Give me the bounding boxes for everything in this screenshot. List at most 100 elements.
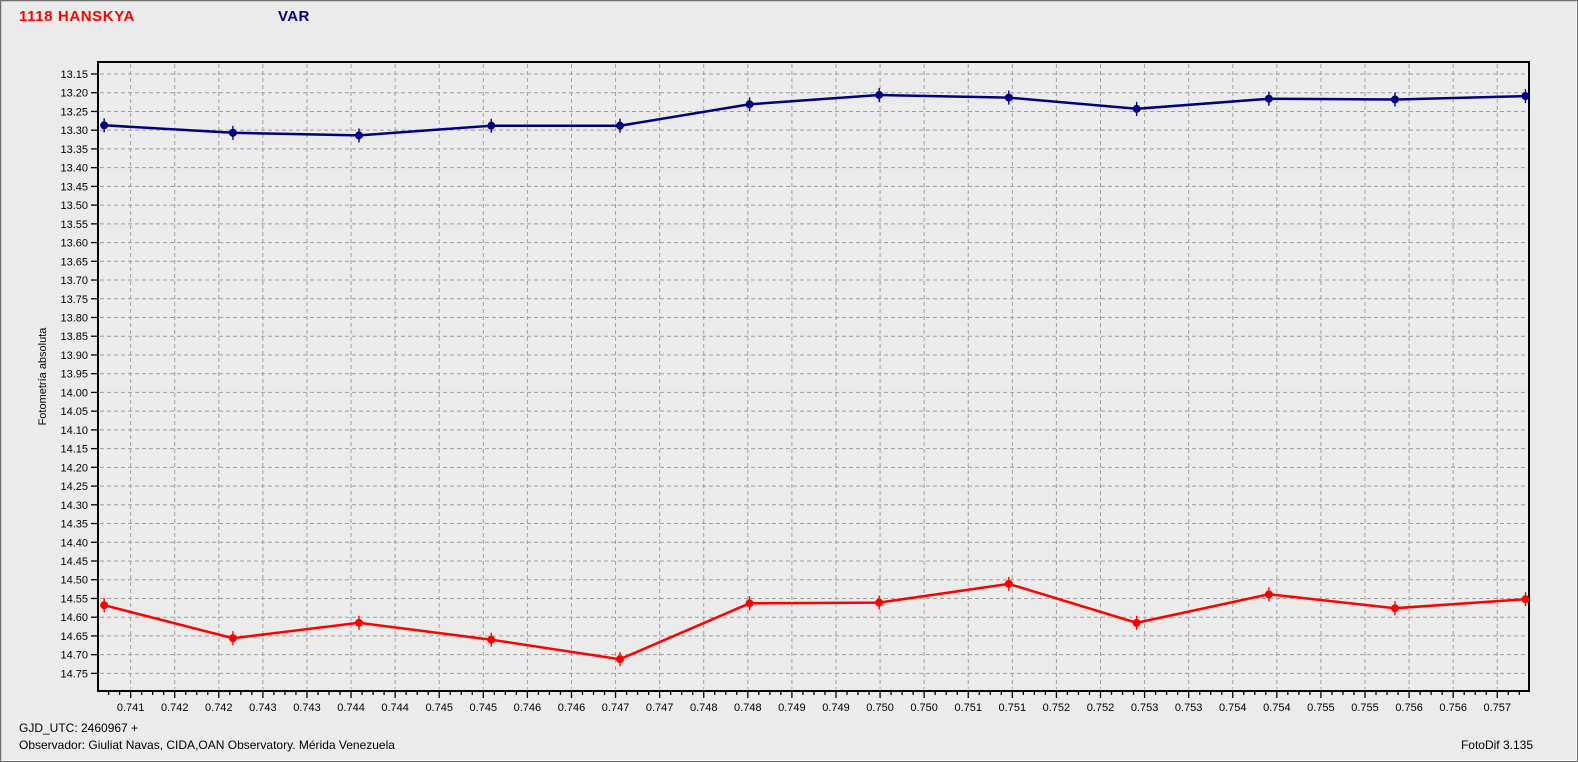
plot-frame <box>97 61 1530 692</box>
data-point[interactable] <box>875 90 884 99</box>
svg-text:14.05: 14.05 <box>60 406 88 418</box>
data-point[interactable] <box>615 655 624 664</box>
svg-text:0.741: 0.741 <box>117 702 145 714</box>
svg-text:0.749: 0.749 <box>822 702 850 714</box>
svg-text:0.745: 0.745 <box>470 702 498 714</box>
x-tick-labels: 0.741 0.742 0.742 0.743 0.743 0.744 0.744 0.745… <box>117 702 1511 714</box>
data-point[interactable] <box>487 121 496 130</box>
svg-text:0.755: 0.755 <box>1351 702 1379 714</box>
svg-text:0.747: 0.747 <box>646 702 674 714</box>
svg-text:0.742: 0.742 <box>205 702 233 714</box>
svg-text:13.45: 13.45 <box>60 181 88 193</box>
svg-text:13.55: 13.55 <box>60 219 88 231</box>
svg-text:0.743: 0.743 <box>249 702 277 714</box>
svg-text:0.752: 0.752 <box>1043 702 1071 714</box>
data-point[interactable] <box>1521 595 1530 604</box>
data-point[interactable] <box>615 121 624 130</box>
svg-text:13.20: 13.20 <box>60 88 88 100</box>
series-title: VAR <box>278 8 310 25</box>
data-point[interactable] <box>228 634 237 643</box>
svg-text:0.749: 0.749 <box>778 702 806 714</box>
svg-text:0.746: 0.746 <box>514 702 542 714</box>
series-line-1 <box>104 93 1526 137</box>
svg-text:13.95: 13.95 <box>60 369 88 381</box>
svg-text:0.742: 0.742 <box>161 702 189 714</box>
series-markers-0 <box>100 576 1530 667</box>
svg-text:13.30: 13.30 <box>60 125 88 137</box>
svg-text:0.751: 0.751 <box>954 702 982 714</box>
svg-text:0.756: 0.756 <box>1439 702 1467 714</box>
svg-text:0.747: 0.747 <box>602 702 630 714</box>
svg-text:0.746: 0.746 <box>558 702 586 714</box>
data-point[interactable] <box>228 128 237 137</box>
axis-ticks <box>91 73 1520 698</box>
data-point[interactable] <box>1390 604 1399 613</box>
svg-text:14.65: 14.65 <box>60 631 88 643</box>
svg-text:0.745: 0.745 <box>425 702 453 714</box>
data-point[interactable] <box>1390 95 1399 104</box>
series-line-0 <box>103 582 1526 661</box>
svg-text:14.25: 14.25 <box>60 481 88 493</box>
svg-text:0.744: 0.744 <box>381 702 409 714</box>
svg-text:0.754: 0.754 <box>1263 702 1291 714</box>
svg-text:13.85: 13.85 <box>60 331 88 343</box>
data-point[interactable] <box>1521 92 1530 101</box>
svg-text:14.30: 14.30 <box>60 500 88 512</box>
gjd-utc-label: GJD_UTC: 2460967 + <box>19 721 139 735</box>
data-point[interactable] <box>1004 93 1013 102</box>
svg-text:0.753: 0.753 <box>1175 702 1203 714</box>
data-point[interactable] <box>745 100 754 109</box>
svg-text:14.15: 14.15 <box>60 444 88 456</box>
object-title: 1118 HANSKYA <box>19 8 135 25</box>
data-point[interactable] <box>100 121 109 130</box>
svg-text:0.753: 0.753 <box>1131 702 1159 714</box>
data-point[interactable] <box>1132 104 1141 113</box>
svg-text:14.75: 14.75 <box>60 668 88 680</box>
svg-text:13.40: 13.40 <box>60 163 88 175</box>
svg-text:14.50: 14.50 <box>60 575 88 587</box>
data-point[interactable] <box>487 635 496 644</box>
svg-text:0.757: 0.757 <box>1483 702 1511 714</box>
svg-text:13.75: 13.75 <box>60 294 88 306</box>
y-tick-labels: 13.15 13.20 13.25 13.30 13.35 13.40 13.45 13.50… <box>60 69 88 680</box>
gridlines <box>100 64 1527 689</box>
svg-text:13.60: 13.60 <box>60 238 88 250</box>
svg-text:0.752: 0.752 <box>1087 702 1115 714</box>
svg-text:14.55: 14.55 <box>60 593 88 605</box>
svg-text:0.748: 0.748 <box>734 702 762 714</box>
observer-label: Observador: Giuliat Navas, CIDA,OAN Obse… <box>19 738 395 752</box>
svg-text:13.90: 13.90 <box>60 350 88 362</box>
svg-text:13.65: 13.65 <box>60 256 88 268</box>
svg-text:0.755: 0.755 <box>1307 702 1335 714</box>
data-point[interactable] <box>875 598 884 607</box>
svg-text:14.35: 14.35 <box>60 519 88 531</box>
svg-text:0.754: 0.754 <box>1219 702 1247 714</box>
data-point[interactable] <box>745 599 754 608</box>
svg-text:0.750: 0.750 <box>866 702 894 714</box>
y-axis-title: Fotometría absoluta <box>37 327 49 426</box>
svg-text:14.10: 14.10 <box>60 425 88 437</box>
svg-text:0.750: 0.750 <box>910 702 938 714</box>
svg-text:13.35: 13.35 <box>60 144 88 156</box>
data-point[interactable] <box>354 131 363 140</box>
data-point[interactable] <box>1004 579 1013 588</box>
svg-text:14.20: 14.20 <box>60 462 88 474</box>
app-version-label: FotoDif 3.135 <box>1460 738 1533 752</box>
svg-text:13.50: 13.50 <box>60 200 88 212</box>
data-point[interactable] <box>354 618 363 627</box>
svg-text:14.40: 14.40 <box>60 537 88 549</box>
svg-text:0.756: 0.756 <box>1395 702 1423 714</box>
svg-text:13.70: 13.70 <box>60 275 88 287</box>
data-point[interactable] <box>1264 94 1273 103</box>
svg-text:14.00: 14.00 <box>60 387 88 399</box>
series-markers-1 <box>100 87 1530 143</box>
data-point[interactable] <box>100 601 109 610</box>
svg-text:0.751: 0.751 <box>999 702 1027 714</box>
data-point[interactable] <box>1264 590 1273 599</box>
svg-text:13.15: 13.15 <box>60 69 88 81</box>
data-point[interactable] <box>1132 618 1141 627</box>
svg-text:0.744: 0.744 <box>337 702 365 714</box>
svg-text:14.60: 14.60 <box>60 612 88 624</box>
